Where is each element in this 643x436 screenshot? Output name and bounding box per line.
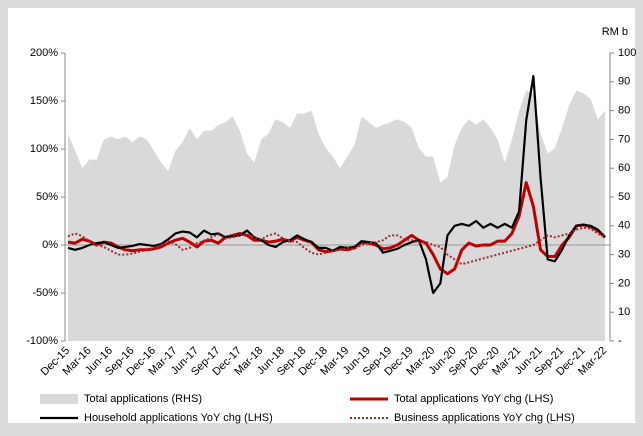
y-tick-label: -50% [32, 287, 58, 299]
y2-tick-label: 80 [618, 105, 630, 117]
y2-tick-label: 20 [618, 277, 630, 289]
legend-label: Total applications YoY chg (LHS) [394, 393, 553, 405]
y2-tick-label: 70 [618, 133, 630, 145]
y2-tick-label: 10 [618, 306, 630, 318]
y2-tick-label: 100 [618, 47, 636, 59]
legend-label: Business applications YoY chg (LHS) [394, 412, 575, 424]
y-tick-label: 50% [36, 191, 58, 203]
legend-label: Household applications YoY chg (LHS) [84, 412, 273, 424]
area [68, 90, 605, 341]
y2-tick-label: 40 [618, 220, 630, 232]
y-tick-label: 0% [42, 239, 58, 251]
y2-tick-label: 60 [618, 162, 630, 174]
y2-tick-label: 50 [618, 191, 630, 203]
y2-tick-label: 90 [618, 76, 630, 88]
y-tick-label: 100% [30, 143, 58, 155]
line [67, 74, 606, 295]
legend-label: Total applications (RHS) [84, 393, 202, 405]
y2-axis-label: RM b [602, 26, 628, 38]
y2-tick-label: 30 [618, 249, 630, 261]
y-tick-label: 200% [30, 47, 58, 59]
y-tick-label: 150% [30, 95, 58, 107]
legend-swatch [40, 394, 78, 404]
y2-tick-label: - [618, 335, 622, 347]
line [67, 226, 606, 266]
y-tick-label: -100% [26, 335, 58, 347]
